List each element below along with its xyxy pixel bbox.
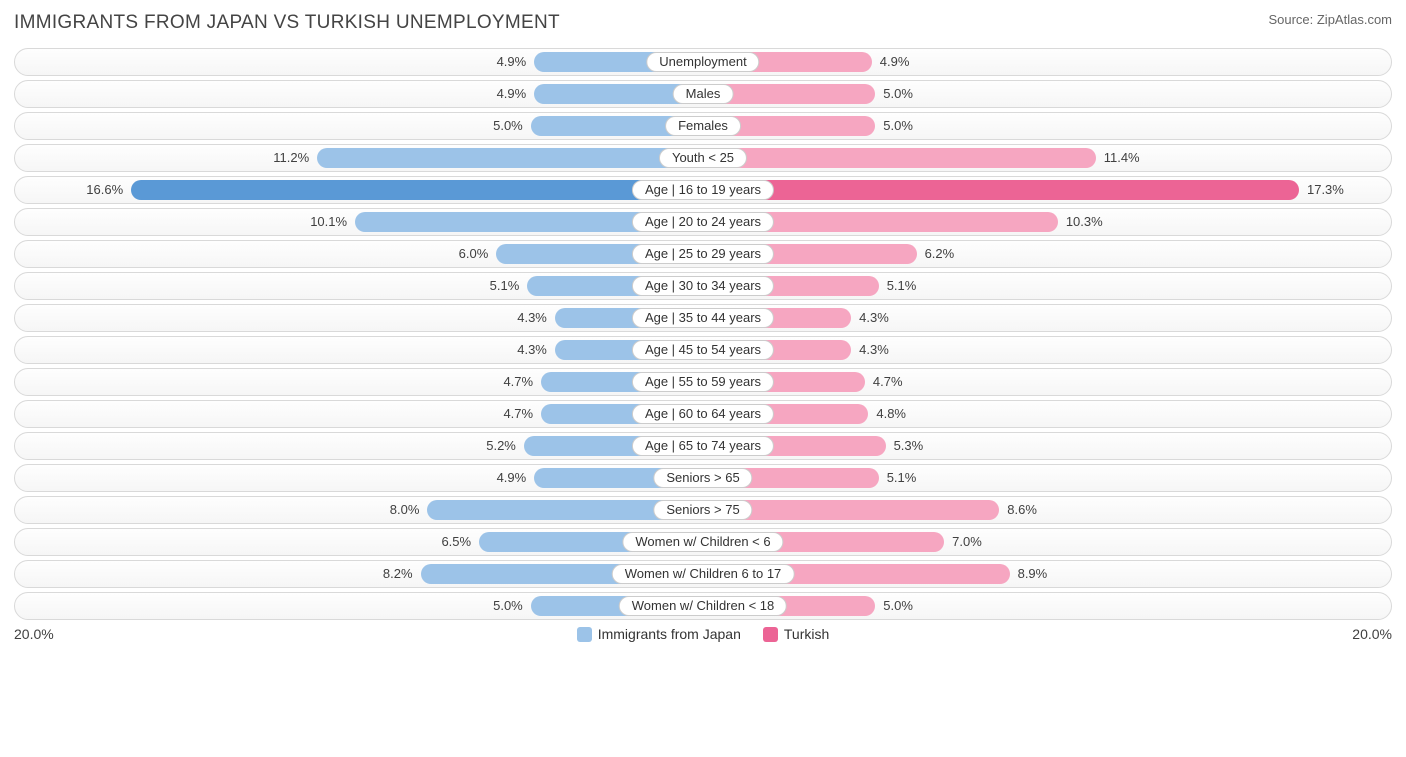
chart-row: 5.1% 5.1% Age | 30 to 34 years (14, 272, 1392, 300)
category-label: Age | 45 to 54 years (632, 340, 774, 360)
value-left: 6.0% (459, 246, 489, 261)
category-label: Age | 16 to 19 years (632, 180, 774, 200)
bar-right (703, 148, 1096, 168)
value-left: 8.0% (390, 502, 420, 517)
value-left: 4.7% (503, 374, 533, 389)
value-right: 4.8% (876, 406, 906, 421)
legend-swatch-right (763, 627, 778, 642)
chart-row: 16.6% 17.3% Age | 16 to 19 years (14, 176, 1392, 204)
chart-row: 4.9% 5.1% Seniors > 65 (14, 464, 1392, 492)
category-label: Age | 55 to 59 years (632, 372, 774, 392)
value-left: 4.3% (517, 342, 547, 357)
value-right: 4.3% (859, 342, 889, 357)
chart-row: 10.1% 10.3% Age | 20 to 24 years (14, 208, 1392, 236)
category-label: Females (665, 116, 741, 136)
chart-row: 4.9% 5.0% Males (14, 80, 1392, 108)
chart-source: Source: ZipAtlas.com (1268, 12, 1392, 27)
value-left: 4.3% (517, 310, 547, 325)
bar-right (703, 180, 1299, 200)
value-left: 4.9% (497, 86, 527, 101)
value-right: 7.0% (952, 534, 982, 549)
category-label: Women w/ Children < 6 (622, 532, 783, 552)
chart-row: 5.0% 5.0% Women w/ Children < 18 (14, 592, 1392, 620)
category-label: Age | 60 to 64 years (632, 404, 774, 424)
value-right: 8.6% (1007, 502, 1037, 517)
value-right: 4.3% (859, 310, 889, 325)
bar-left (317, 148, 703, 168)
value-left: 11.2% (273, 150, 309, 165)
legend: Immigrants from Japan Turkish (577, 626, 830, 642)
value-right: 5.0% (883, 598, 913, 613)
chart-title: IMMIGRANTS FROM JAPAN VS TURKISH UNEMPLO… (14, 12, 560, 34)
legend-swatch-left (577, 627, 592, 642)
axis-row: 20.0% Immigrants from Japan Turkish 20.0… (14, 626, 1392, 642)
category-label: Age | 25 to 29 years (632, 244, 774, 264)
value-left: 16.6% (86, 182, 123, 197)
chart-row: 8.2% 8.9% Women w/ Children 6 to 17 (14, 560, 1392, 588)
value-right: 4.9% (880, 54, 910, 69)
category-label: Seniors > 65 (653, 468, 752, 488)
value-right: 5.0% (883, 118, 913, 133)
value-left: 8.2% (383, 566, 413, 581)
legend-item-right: Turkish (763, 626, 829, 642)
chart-row: 6.0% 6.2% Age | 25 to 29 years (14, 240, 1392, 268)
chart-row: 8.0% 8.6% Seniors > 75 (14, 496, 1392, 524)
category-label: Age | 20 to 24 years (632, 212, 774, 232)
value-right: 5.1% (887, 470, 917, 485)
category-label: Unemployment (646, 52, 759, 72)
value-right: 17.3% (1307, 182, 1344, 197)
value-left: 5.2% (486, 438, 516, 453)
chart-row: 4.9% 4.9% Unemployment (14, 48, 1392, 76)
chart-row: 4.3% 4.3% Age | 35 to 44 years (14, 304, 1392, 332)
chart-row: 5.2% 5.3% Age | 65 to 74 years (14, 432, 1392, 460)
chart-area: 4.9%4.9%Unemployment4.9%5.0%Males5.0%5.0… (14, 48, 1392, 620)
category-label: Age | 35 to 44 years (632, 308, 774, 328)
category-label: Age | 30 to 34 years (632, 276, 774, 296)
value-left: 6.5% (441, 534, 471, 549)
value-right: 5.0% (883, 86, 913, 101)
value-left: 10.1% (310, 214, 347, 229)
value-left: 4.9% (497, 54, 527, 69)
axis-label-left: 20.0% (14, 626, 54, 642)
value-left: 5.1% (490, 278, 520, 293)
axis-label-right: 20.0% (1352, 626, 1392, 642)
bar-left (131, 180, 703, 200)
value-right: 5.1% (887, 278, 917, 293)
legend-item-left: Immigrants from Japan (577, 626, 741, 642)
legend-label-left: Immigrants from Japan (598, 626, 741, 642)
chart-row: 6.5% 7.0% Women w/ Children < 6 (14, 528, 1392, 556)
value-right: 10.3% (1066, 214, 1103, 229)
chart-row: 4.3% 4.3% Age | 45 to 54 years (14, 336, 1392, 364)
category-label: Males (673, 84, 734, 104)
value-right: 11.4% (1104, 150, 1140, 165)
chart-row: 4.7% 4.8% Age | 60 to 64 years (14, 400, 1392, 428)
chart-header: IMMIGRANTS FROM JAPAN VS TURKISH UNEMPLO… (14, 12, 1392, 34)
category-label: Seniors > 75 (653, 500, 752, 520)
legend-label-right: Turkish (784, 626, 829, 642)
value-right: 5.3% (894, 438, 924, 453)
value-right: 6.2% (925, 246, 955, 261)
value-left: 5.0% (493, 598, 523, 613)
value-left: 5.0% (493, 118, 523, 133)
chart-row: 4.7% 4.7% Age | 55 to 59 years (14, 368, 1392, 396)
value-right: 8.9% (1018, 566, 1048, 581)
chart-row: 11.2% 11.4% Youth < 25 (14, 144, 1392, 172)
category-label: Women w/ Children 6 to 17 (612, 564, 795, 584)
value-left: 4.7% (503, 406, 533, 421)
value-right: 4.7% (873, 374, 903, 389)
category-label: Women w/ Children < 18 (619, 596, 787, 616)
category-label: Youth < 25 (659, 148, 747, 168)
chart-row: 5.0% 5.0% Females (14, 112, 1392, 140)
value-left: 4.9% (497, 470, 527, 485)
category-label: Age | 65 to 74 years (632, 436, 774, 456)
